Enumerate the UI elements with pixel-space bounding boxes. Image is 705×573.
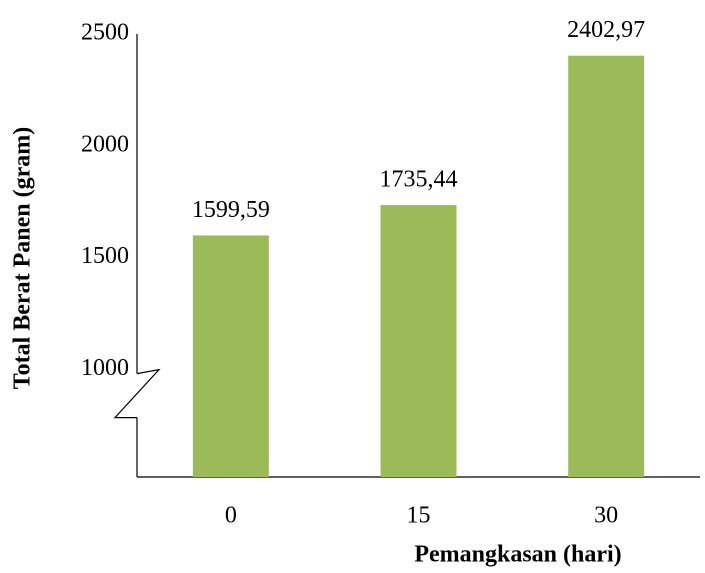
axis-break [113,368,161,419]
y-axis-label: Total Berat Panen (gram) [10,127,36,389]
data-label: 1735,44 [380,167,458,193]
data-label: 2402,97 [567,17,645,43]
bar [568,55,645,478]
y-tick-label: 1500 [81,243,129,269]
bar [192,235,269,477]
x-tick-label: 30 [594,503,618,529]
y-tick-label: 1000 [81,355,129,381]
x-tick-label: 0 [225,503,237,529]
y-tick-label: 2500 [81,20,129,46]
data-label: 1599,59 [192,197,270,223]
y-tick-label: 2000 [81,131,129,157]
x-tick-label: 15 [407,503,431,529]
bar [380,205,457,477]
x-axis-label: Pemangkasan (hari) [414,542,621,568]
